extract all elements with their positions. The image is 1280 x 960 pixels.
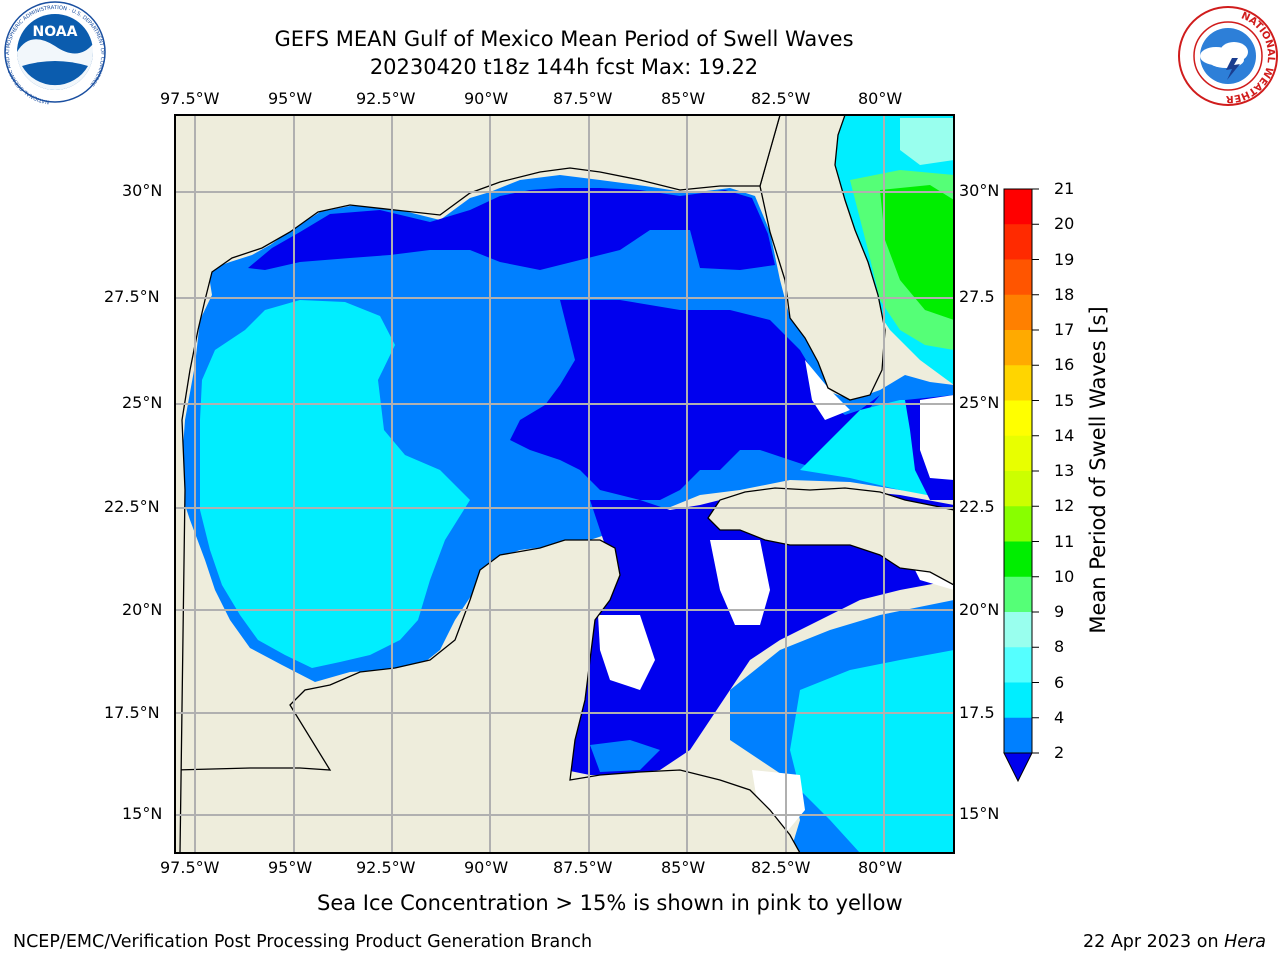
lat-label-left: 20°N bbox=[122, 600, 163, 619]
colorbar-segment bbox=[1004, 330, 1032, 366]
colorbar-tick-label: 14 bbox=[1054, 425, 1075, 445]
lat-label-right: 30°N bbox=[959, 181, 1000, 200]
colorbar-segment bbox=[1004, 294, 1032, 331]
noaa-logo-text: NOAA bbox=[33, 24, 78, 40]
colorbar-segment bbox=[1004, 506, 1032, 542]
sea-ice-note: Sea Ice Concentration > 15% is shown in … bbox=[317, 891, 903, 915]
colorbar-tick-label: 20 bbox=[1054, 214, 1075, 234]
noaa-logo: NOAA NATIONAL OCEANIC AND ATMOSPHERIC AD… bbox=[4, 1, 106, 105]
colorbar-segment bbox=[1004, 224, 1032, 260]
colorbar-segment bbox=[1004, 612, 1032, 648]
colorbar-tick-label: 21 bbox=[1054, 179, 1075, 198]
lat-label-right: 27.5 bbox=[959, 287, 995, 306]
lat-label-right: 17.5 bbox=[959, 703, 995, 722]
colorbar-tick-label: 17 bbox=[1054, 320, 1075, 339]
chart-title-line2: 20230420 t18z 144h fcst Max: 19.22 bbox=[369, 55, 759, 79]
lon-label-bottom: 90°W bbox=[464, 858, 509, 877]
colorbar-tick-label: 9 bbox=[1054, 602, 1065, 621]
lon-label-top: 90°W bbox=[464, 89, 509, 108]
colorbar-segment bbox=[1004, 717, 1032, 754]
colorbar-tick-label: 11 bbox=[1054, 531, 1075, 551]
colorbar-segment bbox=[1004, 471, 1032, 507]
lat-label-left: 30°N bbox=[122, 181, 163, 200]
lat-label-left: 15°N bbox=[122, 804, 163, 823]
colorbar-tick-label: 2 bbox=[1054, 743, 1065, 762]
colorbar-tick-label: 18 bbox=[1054, 284, 1075, 304]
lon-label-bottom: 85°W bbox=[661, 858, 706, 877]
lon-label-top: 92.5°W bbox=[356, 89, 416, 108]
footer-date: 22 Apr 2023 on Hera bbox=[1083, 932, 1266, 952]
colorbar-tick-label: 19 bbox=[1054, 249, 1075, 269]
colorbar-segment bbox=[1004, 682, 1032, 719]
map-gridlines bbox=[175, 115, 954, 853]
colorbar-tick-label: 10 bbox=[1054, 566, 1075, 586]
lat-label-right: 22.5 bbox=[959, 497, 995, 516]
colorbar-segment bbox=[1004, 189, 1032, 225]
lon-label-top: 97.5°W bbox=[160, 89, 220, 108]
lon-label-top: 87.5°W bbox=[553, 89, 613, 108]
lat-label-right: 20°N bbox=[959, 600, 1000, 619]
lat-label-left: 27.5°N bbox=[104, 287, 160, 306]
colorbar-tick-label: 12 bbox=[1054, 496, 1075, 516]
lat-label-left: 25°N bbox=[122, 393, 163, 412]
lon-label-top: 82.5°W bbox=[751, 89, 811, 108]
colorbar-tick-label: 4 bbox=[1054, 707, 1065, 727]
lon-label-bottom: 92.5°W bbox=[356, 858, 416, 877]
colorbar-segment bbox=[1004, 576, 1032, 613]
lon-label-bottom: 87.5°W bbox=[553, 858, 613, 877]
map-area bbox=[175, 115, 954, 853]
colorbar-segment bbox=[1004, 541, 1032, 578]
lat-label-right: 25°N bbox=[959, 393, 1000, 412]
lon-label-top: 95°W bbox=[268, 89, 313, 108]
gulf-dark-blue bbox=[248, 188, 775, 270]
lat-label-right: 15°N bbox=[959, 804, 1000, 823]
yucatan-land bbox=[175, 539, 801, 853]
colorbar-tick-label: 13 bbox=[1054, 461, 1075, 480]
colorbar-tick-label: 6 bbox=[1054, 672, 1065, 692]
colorbar-label: Mean Period of Swell Waves [s] bbox=[1086, 306, 1110, 634]
western-gulf-cyan bbox=[200, 300, 470, 668]
map-frame bbox=[174, 114, 955, 854]
lon-label-top: 80°W bbox=[858, 89, 903, 108]
colorbar bbox=[1003, 188, 1039, 783]
chart-title-line1: GEFS MEAN Gulf of Mexico Mean Period of … bbox=[274, 27, 854, 51]
colorbar-segment bbox=[1004, 435, 1032, 472]
colorbar-tick-label: 15 bbox=[1054, 390, 1075, 410]
footer-host: Hera bbox=[1224, 932, 1266, 952]
colorbar-segment bbox=[1004, 400, 1032, 437]
colorbar-segment bbox=[1004, 647, 1032, 683]
colorbar-tick-label: 8 bbox=[1054, 637, 1065, 657]
lon-label-bottom: 82.5°W bbox=[751, 858, 811, 877]
colorbar-extend-triangle bbox=[1003, 752, 1033, 783]
lat-label-left: 17.5°N bbox=[104, 703, 160, 722]
colorbar-tick-label: 16 bbox=[1054, 355, 1075, 375]
colorbar-segment bbox=[1004, 365, 1032, 401]
lon-label-bottom: 95°W bbox=[268, 858, 313, 877]
footer-credit: NCEP/EMC/Verification Post Processing Pr… bbox=[13, 932, 593, 952]
lon-label-bottom: 97.5°W bbox=[160, 858, 220, 877]
lat-label-left: 22.5°N bbox=[104, 497, 160, 516]
lon-label-bottom: 80°W bbox=[858, 858, 903, 877]
footer-date-text: 22 Apr 2023 on bbox=[1082, 932, 1219, 952]
colorbar-segment bbox=[1004, 259, 1032, 296]
lon-label-top: 85°W bbox=[661, 89, 706, 108]
